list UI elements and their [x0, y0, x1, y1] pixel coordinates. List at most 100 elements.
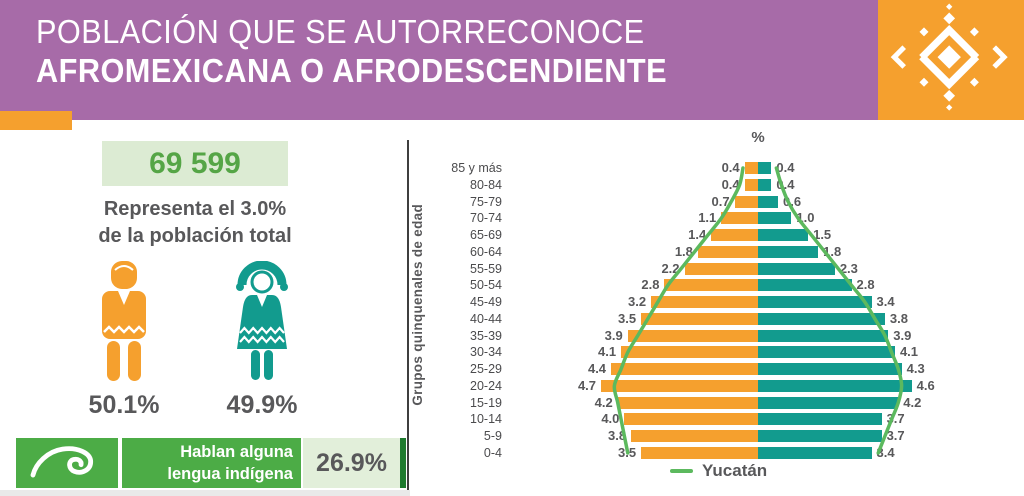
pyramid-bar-female [758, 245, 819, 258]
pyramid-bar-male [617, 396, 758, 409]
pyramid-value-label-female: 3.9 [893, 327, 912, 343]
pyramid-bar-male [601, 379, 758, 392]
total-population-value: 69 599 [102, 141, 288, 186]
pyramid-value-label-male: 4.0 [601, 411, 620, 427]
pyramid-value-label-female: 4.1 [899, 344, 919, 360]
pyramid-value-label-female: 0.6 [783, 193, 802, 209]
pyramid-value-label-female: 1.0 [796, 210, 815, 226]
pyramid-value-label-male: 1.8 [674, 243, 693, 259]
pyramid-value-label-female: 3.4 [876, 294, 895, 310]
pyramid-bar-female [758, 446, 872, 459]
pyramid-bar-female [758, 229, 809, 242]
chart-percent-title: % [751, 129, 765, 146]
pyramid-bar-female [758, 162, 772, 174]
corner-decoration [878, 0, 1024, 120]
age-group-label: 35-39 [470, 328, 502, 343]
age-group-label: 55-59 [470, 261, 502, 276]
age-group-label: 5-9 [483, 429, 502, 444]
pyramid-bar-female [758, 296, 872, 309]
pyramid-bar-female [758, 312, 885, 325]
age-group-label: 50-54 [470, 278, 502, 293]
pyramid-bar-male [744, 162, 758, 174]
pyramid-value-label-female: 3.8 [889, 310, 908, 326]
pyramid-value-label-male: 1.4 [688, 227, 707, 243]
pyramid-bar-male [711, 229, 758, 242]
pyramid-value-label-male: 0.7 [711, 193, 730, 209]
speech-scroll-icon-box [16, 438, 118, 488]
pyramid-value-label-female: 4.3 [906, 361, 925, 377]
age-group-label: 15-19 [470, 395, 502, 410]
age-group-label: 10-14 [470, 412, 502, 427]
age-group-label: 40-44 [470, 311, 502, 326]
language-percentage: 26.9% [303, 438, 406, 488]
pyramid-value-label-male: 3.9 [604, 327, 623, 343]
pyramid-bar-female [758, 413, 882, 426]
pyramid-value-label-male: 0.4 [721, 176, 740, 192]
vertical-divider [407, 140, 409, 490]
pyramid-value-label-female: 3.7 [886, 428, 905, 444]
pyramid-value-label-male: 0.4 [721, 160, 740, 175]
age-group-label: 30-34 [470, 345, 502, 360]
pyramid-bar-male [734, 195, 758, 208]
female-percentage: 49.9% [226, 391, 298, 419]
pyramid-value-label-male: 4.2 [594, 394, 613, 410]
legend-line-swatch [670, 468, 693, 474]
pyramid-bar-male [624, 413, 758, 426]
pyramid-value-label-male: 1.1 [698, 210, 717, 226]
pyramid-value-label-female: 3.7 [886, 411, 905, 427]
age-group-label: 75-79 [470, 194, 502, 209]
pyramid-value-label-female: 3.4 [876, 444, 895, 460]
pyramid-value-label-male: 2.8 [641, 277, 660, 293]
language-label: Hablan alguna lengua indígena [122, 438, 301, 488]
pyramid-bar-female [758, 379, 912, 392]
title-line-2: AFROMEXICANA O AFRODESCENDIENTE [36, 52, 668, 89]
language-label-line-1: Hablan alguna [180, 443, 293, 461]
pyramid-bar-female [758, 279, 852, 292]
man-icon [98, 261, 150, 388]
pyramid-bar-male [641, 446, 758, 459]
language-label-line-2: lengua indígena [167, 465, 293, 483]
pyramid-value-label-female: 2.3 [839, 260, 858, 276]
male-percentage: 50.1% [88, 391, 160, 419]
pyramid-bar-female [758, 329, 889, 342]
pyramid-bar-male [697, 245, 758, 258]
page-title: POBLACIÓN QUE SE AUTORRECONOCE AFROMEXIC… [36, 12, 667, 90]
pyramid-value-label-male: 3.5 [618, 310, 637, 326]
pyramid-bar-female [758, 262, 835, 275]
age-group-label: 70-74 [470, 211, 502, 226]
pyramid-bar-male [631, 430, 758, 443]
pyramid-value-label-male: 4.1 [597, 344, 617, 360]
pyramid-value-label-female: 4.6 [916, 377, 935, 393]
age-group-label: 65-69 [470, 228, 502, 243]
pyramid-bar-female [758, 396, 899, 409]
pyramid-value-label-female: 1.5 [813, 227, 832, 243]
description-line-1: Representa el 3.0% [103, 198, 287, 220]
pyramid-bar-male [621, 346, 758, 359]
pyramid-bar-male [627, 329, 758, 342]
bottom-edge-strip [0, 490, 410, 496]
pyramid-bar-female [758, 195, 779, 208]
pyramid-bar-female [758, 430, 882, 443]
pyramid-value-label-male: 3.5 [618, 444, 637, 460]
age-group-label: 20-24 [470, 378, 502, 393]
speech-scroll-icon [30, 441, 104, 486]
age-group-label: 85 y más [451, 161, 502, 175]
pyramid-value-label-female: 1.8 [823, 243, 842, 259]
pyramid-value-label-female: 2.8 [856, 277, 875, 293]
pyramid-value-label-female: 4.2 [903, 394, 922, 410]
pyramid-bar-male [721, 212, 758, 225]
diamond-motif-icon [888, 2, 1014, 119]
pyramid-bar-female [758, 178, 772, 191]
pyramid-bar-male [664, 279, 758, 292]
pyramid-value-label-male: 3.8 [608, 428, 627, 444]
pyramid-bar-male [684, 262, 758, 275]
legend-label: Yucatán [702, 461, 768, 480]
title-line-1: POBLACIÓN QUE SE AUTORRECONOCE [36, 13, 645, 50]
pyramid-value-label-male: 4.4 [587, 361, 607, 377]
age-group-label: 0-4 [483, 445, 502, 460]
pyramid-bar-female [758, 363, 902, 376]
age-group-label: 45-49 [470, 295, 502, 310]
population-share-description: Representa el 3.0% de la población total [45, 196, 345, 250]
pyramid-value-label-male: 3.2 [628, 294, 647, 310]
